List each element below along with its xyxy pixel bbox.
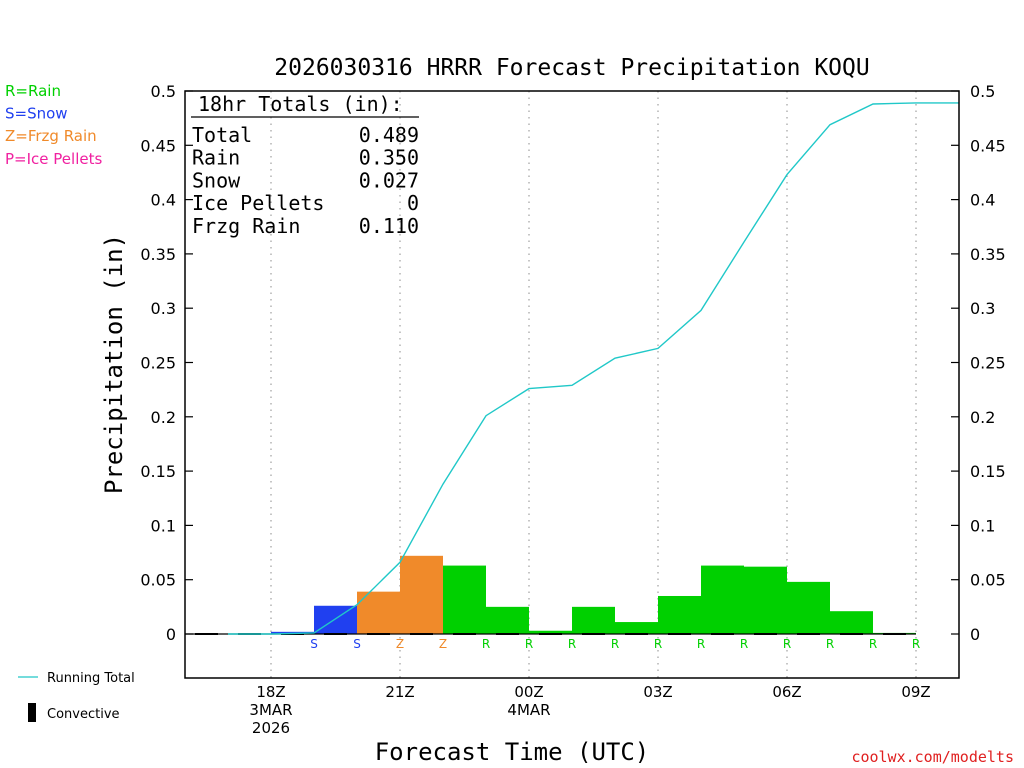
precip-bar xyxy=(400,555,443,634)
axis-ticks xyxy=(185,90,959,635)
y-tick-label-left: 0.25 xyxy=(140,354,176,373)
y-tick-label-right: 0.4 xyxy=(970,191,995,210)
precip-bar xyxy=(787,581,830,634)
bar-series xyxy=(271,555,916,634)
chart-text: 2026030316 HRRR Forecast Precipitation K… xyxy=(100,55,1014,766)
y-tick-label-right: 0.2 xyxy=(970,408,995,427)
y-tick-label-right: 0.15 xyxy=(970,462,1006,481)
x-tick-label: 3MAR xyxy=(249,701,292,719)
y-tick-label-right: 0.05 xyxy=(970,571,1006,590)
totals-row-label: Ice Pellets xyxy=(192,191,324,215)
totals-header: 18hr Totals (in): xyxy=(198,92,403,116)
totals-row-label: Total xyxy=(192,123,252,147)
precip-type-label: R xyxy=(654,637,662,651)
y-tick-label-right: 0.35 xyxy=(970,245,1006,264)
precip-bar xyxy=(830,611,873,634)
legend-type-entry: Z=Frzg Rain xyxy=(5,127,97,145)
totals-row-value: 0.110 xyxy=(359,214,419,238)
credit-text: coolwx.com/modelts xyxy=(851,748,1014,766)
precip-type-label: S xyxy=(310,637,318,651)
precip-type-label: Z xyxy=(396,637,404,651)
precip-type-label: R xyxy=(697,637,705,651)
y-tick-label-right: 0.1 xyxy=(970,516,995,535)
precip-bar xyxy=(443,565,486,634)
totals-row-value: 0.027 xyxy=(359,168,419,192)
y-tick-label-left: 0.4 xyxy=(151,191,176,210)
legend-convective-swatch xyxy=(28,703,36,722)
plot-frame xyxy=(184,90,960,679)
y-tick-label-left: 0.2 xyxy=(151,408,176,427)
x-tick-label: 2026 xyxy=(252,719,290,737)
precip-type-label: R xyxy=(740,637,748,651)
totals-row-label: Snow xyxy=(192,168,241,192)
legend-precip-types: R=Rain S=Snow Z=Frzg Rain P=Ice Pellets xyxy=(5,82,102,168)
legend-type-entry: S=Snow xyxy=(5,105,68,123)
precip-type-label: R xyxy=(783,637,791,651)
x-tick-label: 03Z xyxy=(643,683,672,701)
y-tick-label-left: 0.05 xyxy=(140,571,176,590)
precip-type-label: R xyxy=(482,637,490,651)
precip-bar xyxy=(701,565,744,634)
legend-type-entry: P=Ice Pellets xyxy=(5,150,102,168)
totals-row-value: 0 xyxy=(407,191,419,215)
totals-row-value: 0.350 xyxy=(359,146,419,170)
y-tick-label-left: 0.45 xyxy=(140,136,176,155)
totals-panel: 18hr Totals (in): Total 0.489 Rain 0.350 Sno… xyxy=(191,92,419,238)
x-tick-label: 00Z xyxy=(514,683,543,701)
totals-rows: Total 0.489 Rain 0.350 Snow 0.027 Ice Pellets 0… xyxy=(192,123,419,238)
y-tick-label-left: 0.3 xyxy=(151,299,176,318)
x-tick-label: 18Z xyxy=(256,683,285,701)
precip-type-label: Z xyxy=(439,637,447,651)
legend: R=Rain S=Snow Z=Frzg Rain P=Ice Pellets Run… xyxy=(5,82,135,722)
precip-bar xyxy=(529,630,572,634)
precip-bar xyxy=(572,606,615,634)
chart-title: 2026030316 HRRR Forecast Precipitation K… xyxy=(274,55,869,81)
x-tick-label: 09Z xyxy=(901,683,930,701)
precip-bar xyxy=(744,566,787,634)
running-total-series xyxy=(228,102,959,635)
y-axis-label: Precipitation (in) xyxy=(100,234,128,494)
precip-type-label: R xyxy=(525,637,533,651)
precip-type-label: S xyxy=(353,637,361,651)
precip-bar xyxy=(314,605,357,634)
precip-bar xyxy=(615,622,658,634)
gridlines xyxy=(270,91,917,678)
y-tick-label-right: 0.3 xyxy=(970,299,995,318)
precip-type-label: R xyxy=(826,637,834,651)
legend-type-entry: R=Rain xyxy=(5,82,61,100)
precip-bar xyxy=(658,595,701,634)
x-tick-label: 06Z xyxy=(772,683,801,701)
precip-type-label: R xyxy=(611,637,619,651)
precip-bar xyxy=(357,591,400,634)
y-tick-label-right: 0.5 xyxy=(970,82,995,101)
precip-type-label: R xyxy=(568,637,576,651)
precip-type-label: R xyxy=(912,637,920,651)
legend-running-total-label: Running Total xyxy=(47,671,135,686)
totals-row-label: Frzg Rain xyxy=(192,214,300,238)
totals-row-value: 0.489 xyxy=(359,123,419,147)
y-tick-label-right: 0.45 xyxy=(970,136,1006,155)
y-tick-label-right: 0.25 xyxy=(970,354,1006,373)
precip-type-label: R xyxy=(869,637,877,651)
legend-convective-label: Convective xyxy=(47,707,120,722)
x-axis-label: Forecast Time (UTC) xyxy=(375,738,650,766)
y-tick-label-left: 0.15 xyxy=(140,462,176,481)
totals-row-label: Rain xyxy=(192,146,240,170)
y-tick-label-right: 0 xyxy=(970,625,980,644)
running-total-line xyxy=(228,102,959,635)
y-tick-label-left: 0.1 xyxy=(151,516,176,535)
precip-bar xyxy=(486,606,529,634)
y-tick-label-left: 0.35 xyxy=(140,245,176,264)
x-tick-label: 21Z xyxy=(385,683,414,701)
y-tick-label-left: 0.5 xyxy=(151,82,176,101)
y-tick-label-left: 0 xyxy=(166,625,176,644)
x-tick-label: 4MAR xyxy=(507,701,550,719)
